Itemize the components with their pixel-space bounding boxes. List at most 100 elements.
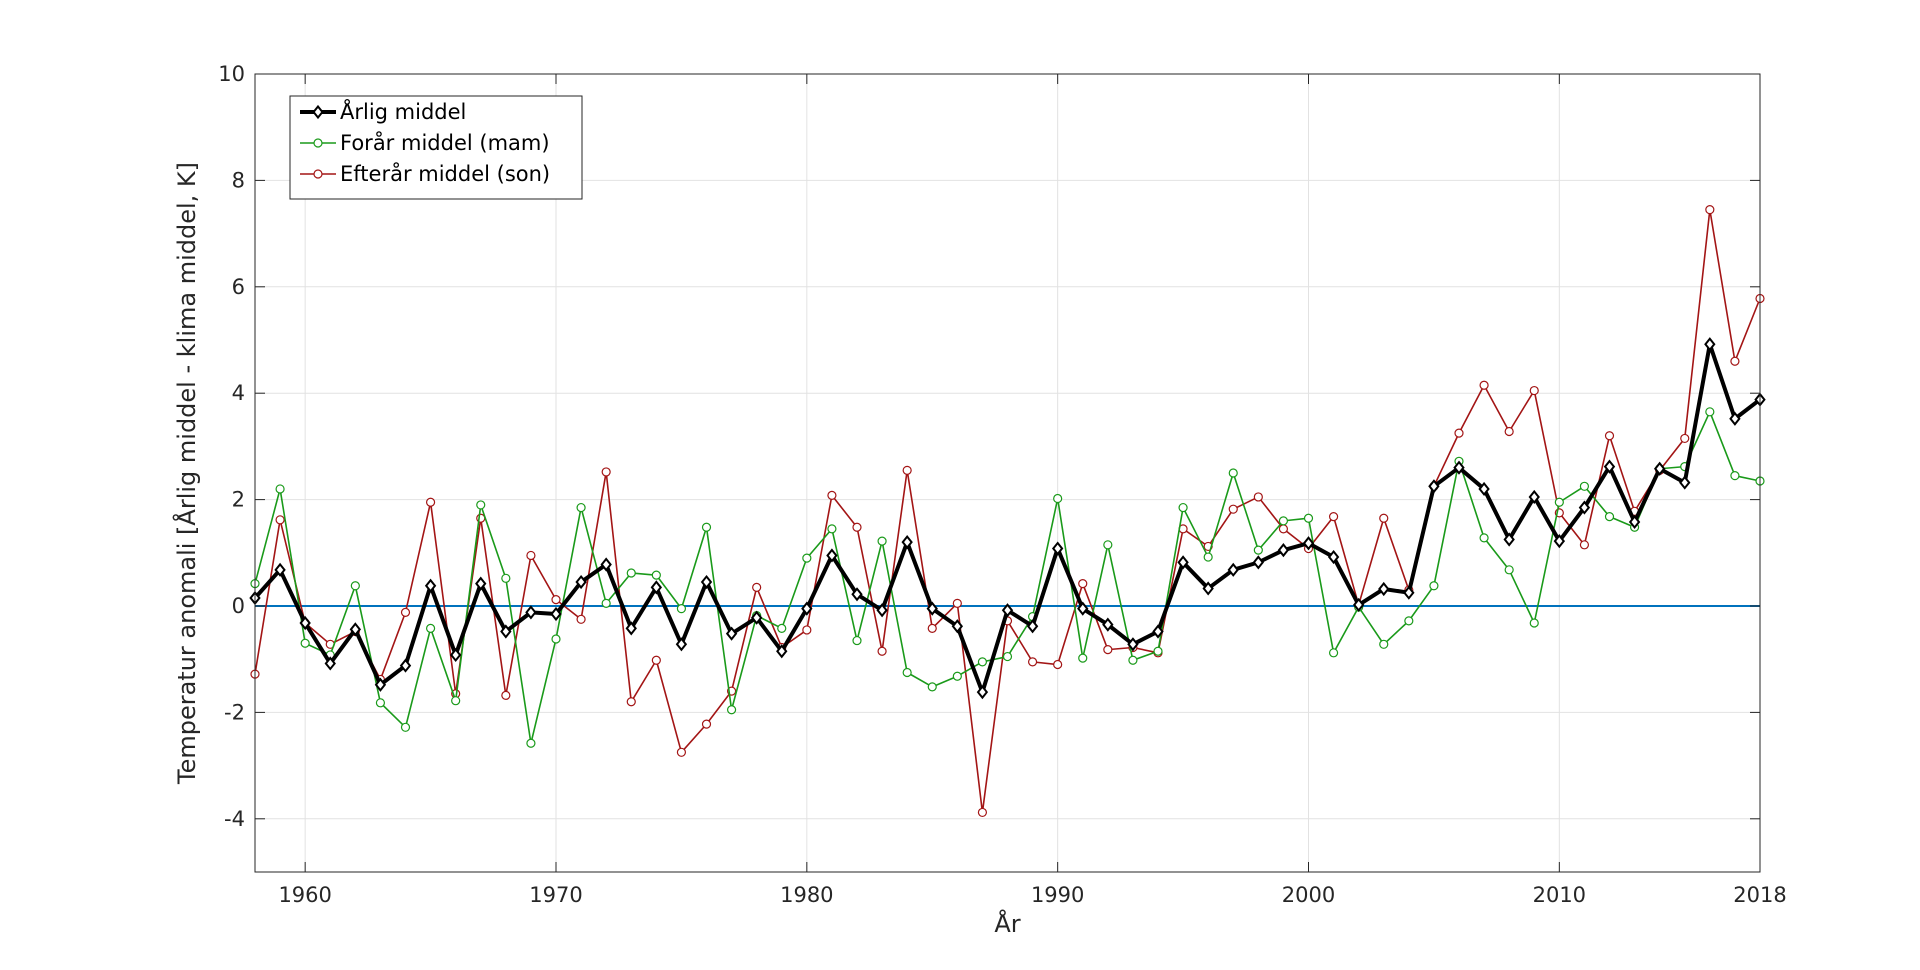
data-point [576,502,586,513]
x-tick-label: 2010 [1533,883,1586,907]
legend-label: Efterår middel (son) [340,161,550,186]
data-point [299,615,311,631]
data-point [651,570,661,580]
data-point [1730,471,1740,481]
data-point [1379,513,1389,523]
data-point [1303,513,1314,523]
data-point [876,603,888,618]
data-point [826,548,838,563]
data-point [1429,581,1439,591]
data-point [1177,555,1189,570]
data-point [600,557,612,572]
data-point [400,607,411,617]
data-point [827,490,837,500]
data-point [902,465,912,475]
data-point [451,696,461,706]
x-tick-label: 2000 [1282,883,1335,907]
data-point [1653,461,1666,476]
data-point [1680,433,1690,444]
series-group [249,205,1766,818]
data-point [400,722,411,732]
data-point [425,623,436,633]
data-point [1528,489,1540,505]
data-point [952,598,962,608]
data-point [851,587,863,602]
data-point [526,738,536,748]
data-point [1277,543,1290,558]
data-point [1729,411,1741,426]
data-point [1252,555,1265,570]
y-tick-label: -2 [224,700,245,724]
y-tick-label: -4 [224,807,245,831]
data-point [1529,618,1539,628]
data-point [1454,428,1464,438]
data-point [725,626,738,641]
data-point [1628,514,1641,530]
y-tick-label: 4 [232,381,245,405]
data-point [349,622,362,637]
data-point [1077,601,1089,616]
legend-marker [313,138,323,148]
legend-item: Efterår middel (son) [300,161,550,186]
data-point [1228,468,1238,478]
data-point [1302,536,1315,551]
data-point [324,656,336,671]
x-tick-label: 1980 [780,883,833,907]
data-point [300,638,310,648]
data-point [1705,407,1715,417]
data-point [1078,579,1088,589]
data-point [977,807,988,818]
data-point [374,677,387,692]
data-point [1002,651,1013,662]
data-point [551,595,561,605]
x-tick-label: 1960 [278,883,331,907]
y-tick-label: 10 [218,62,245,86]
data-point [526,550,536,561]
x-tick-label: 1990 [1031,883,1084,907]
data-point [274,562,286,577]
data-point [1503,532,1515,547]
series-1 [249,337,1766,700]
data-point [375,698,386,708]
data-point [1403,585,1415,600]
data-point [1178,502,1188,513]
data-point [626,568,636,578]
data-point [801,601,813,616]
data-point [1578,500,1591,515]
legend: Årlig middel Forår middel (mam) Efterår mi… [289,95,583,200]
data-point [1227,562,1239,577]
legend-label: Forår middel (mam) [340,130,550,155]
data-point [625,621,637,636]
data-point [399,658,412,673]
legend-item: Forår middel (mam) [300,130,550,155]
data-point [1704,337,1716,352]
data-point [877,646,887,656]
data-point [675,637,688,652]
data-point [350,581,360,591]
data-point [927,623,937,633]
data-point [1053,493,1063,504]
data-point [926,601,938,616]
data-point [1001,603,1014,618]
data-point [700,574,713,590]
data-point [1404,616,1414,626]
data-point [1379,639,1389,649]
data-point [1554,497,1564,507]
data-point [651,655,661,665]
y-tick-label: 2 [232,488,245,512]
data-point [1278,524,1289,534]
data-point [475,576,487,591]
data-point [1603,459,1616,474]
y-tick-label: 8 [232,168,245,192]
data-point [1478,481,1490,497]
data-point [976,685,989,700]
data-point [425,497,436,507]
legend-label: Årlig middel [340,98,466,124]
data-point [626,697,636,707]
legend-marker [312,104,324,120]
data-point [701,522,712,532]
data-point [776,644,788,659]
data-point [927,682,937,692]
data-point [1128,655,1138,665]
data-point [275,515,285,525]
